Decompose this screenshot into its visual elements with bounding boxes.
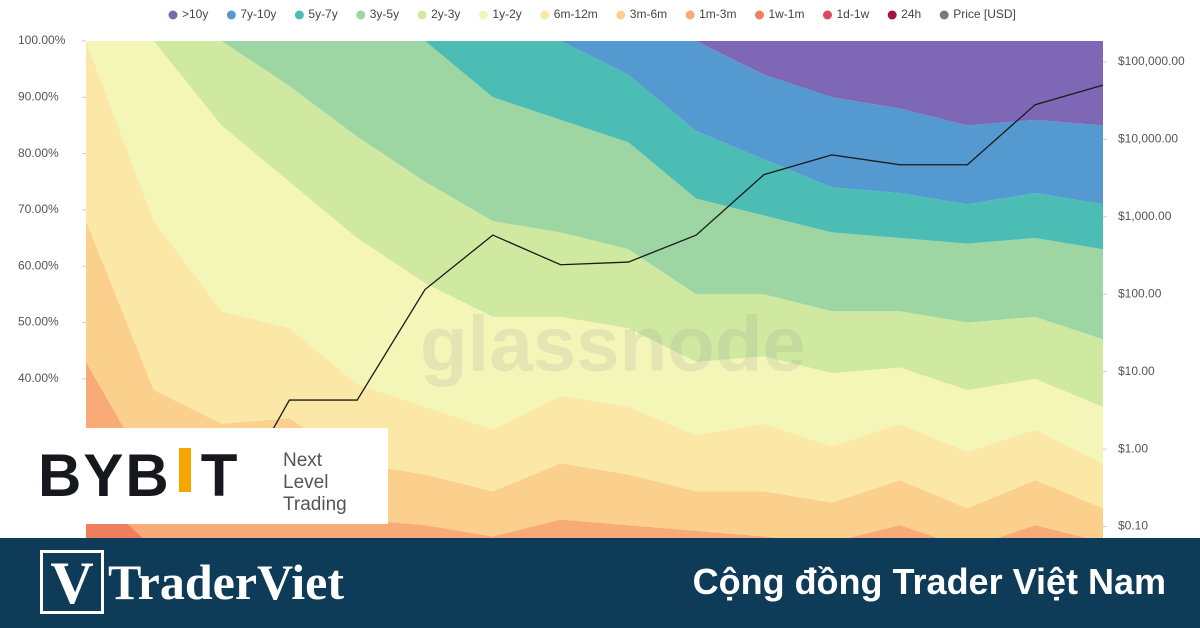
legend-swatch xyxy=(822,10,832,20)
legend: >10y 7y-10y 5y-7y 3y-5y 2y-3y 1y-2y 6m-12m 3m-6… xyxy=(168,7,1016,21)
legend-label: 2y-3y xyxy=(431,7,460,21)
area-band xyxy=(86,41,1103,250)
y2-tick-label: $100.00 xyxy=(1118,286,1162,300)
area-band xyxy=(86,41,1103,407)
tagline-line: Trading xyxy=(283,494,347,515)
legend-label: Price [USD] xyxy=(953,7,1016,21)
bybit-right: T xyxy=(200,442,240,509)
legend-label: 5y-7y xyxy=(308,7,337,21)
legend-swatch xyxy=(168,10,178,20)
legend-swatch xyxy=(540,10,550,20)
legend-label: 7y-10y xyxy=(240,7,276,21)
price-line xyxy=(221,84,1104,521)
area-band xyxy=(86,41,1103,340)
legend-label: 24h xyxy=(901,7,921,21)
y-tick-label: 100.00% xyxy=(18,33,66,47)
y2-tick-label: $10,000.00 xyxy=(1118,131,1178,145)
y-tick-label: 90.00% xyxy=(18,89,59,103)
bybit-bar xyxy=(178,448,191,492)
legend-label: 6m-12m xyxy=(554,7,598,21)
legend-label: >10y xyxy=(182,7,208,21)
legend-label: 3y-5y xyxy=(370,7,399,21)
tagline-line: Next xyxy=(283,450,323,471)
watermark: glassnode xyxy=(420,300,806,388)
area-band xyxy=(86,41,1103,464)
legend-swatch xyxy=(226,10,236,20)
y2-tick-label: $10.00 xyxy=(1118,364,1155,378)
axes: 40.00% 50.00% 60.00% 70.00% 80.00% 90.00% 100.… xyxy=(18,33,1185,533)
bybit-word: BYB T xyxy=(38,446,239,506)
brand-name: TraderViet xyxy=(108,554,345,610)
y-tick-label: 80.00% xyxy=(18,146,59,160)
legend-swatch xyxy=(685,10,695,20)
y2-tick-label: $1,000.00 xyxy=(1118,209,1172,223)
y-tick-label: 70.00% xyxy=(18,202,59,216)
y2-tick-label: $1.00 xyxy=(1118,441,1148,455)
legend-swatch xyxy=(356,10,366,20)
bybit-logo: BYB T Next Level Trading xyxy=(0,428,388,524)
legend-swatch xyxy=(294,10,304,20)
legend-swatch xyxy=(887,10,897,20)
y2-tick-label: $0.10 xyxy=(1118,519,1148,533)
legend-swatch xyxy=(939,10,949,20)
tagline-line: Level xyxy=(283,472,329,493)
area-band xyxy=(86,41,1103,205)
legend-label: 1d-1w xyxy=(836,7,869,21)
y-tick-label: 60.00% xyxy=(18,258,59,272)
legend-swatch xyxy=(417,10,427,20)
area-band xyxy=(86,41,1103,126)
legend-label: 1y-2y xyxy=(492,7,521,21)
legend-label: 3m-6m xyxy=(630,7,667,21)
bybit-left: BYB xyxy=(38,442,171,509)
y-tick-label: 40.00% xyxy=(18,371,59,385)
y-tick-label: 50.00% xyxy=(18,315,59,329)
legend-label: 1m-3m xyxy=(699,7,736,21)
legend-swatch xyxy=(478,10,488,20)
legend-swatch xyxy=(754,10,764,20)
area-band xyxy=(86,41,1103,509)
bybit-tagline: Next Level Trading xyxy=(283,450,347,516)
banner: V TraderViet Cộng đồng Trader Việt Nam xyxy=(0,538,1200,628)
legend-label: 1w-1m xyxy=(768,7,804,21)
legend-swatch xyxy=(616,10,626,20)
slogan: Cộng đồng Trader Việt Nam xyxy=(692,561,1166,602)
logo-mark: V xyxy=(40,550,104,614)
y2-tick-label: $100,000.00 xyxy=(1118,54,1185,68)
